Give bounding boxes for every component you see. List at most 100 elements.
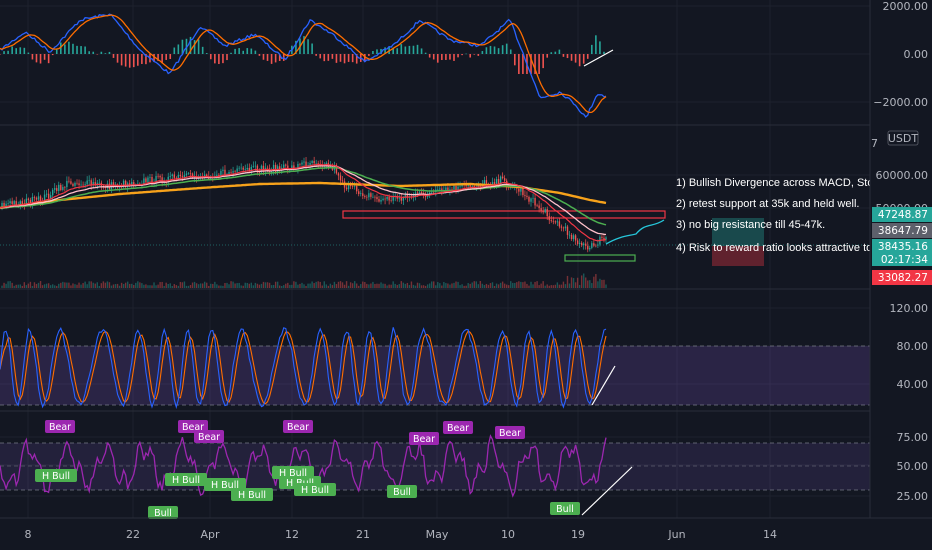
volume-bar [204,281,206,288]
candle-body [501,176,504,179]
volume-bar [92,282,94,288]
volume-bar [260,283,263,288]
candle-body [171,174,173,176]
macd-histogram-bar [501,45,504,54]
macd-histogram-bar [173,47,176,54]
candle-body [92,182,94,186]
candle-body [147,177,149,183]
volume-bar [216,284,218,288]
volume-bar [76,284,78,288]
candle-body [576,240,579,244]
macd-histogram-bar [355,54,358,64]
volume-bar [491,282,494,288]
volume-bar [522,282,524,288]
rsi-signal-bull: Bull [148,506,178,519]
volume-bar [167,283,169,288]
volume-bar [601,279,603,288]
volume-bar [463,285,465,288]
volume-bar [78,282,80,288]
candle-body [554,221,557,223]
candle-body [337,173,340,176]
volume-bar [400,281,402,288]
macd-histogram-bar [396,48,399,54]
candle-body [175,177,178,179]
candle-body [151,177,153,184]
candle-body [542,210,544,213]
candle-body [31,196,34,205]
volume-bar [315,281,317,288]
candle-body [82,184,84,186]
candle-body [481,185,484,187]
volume-bar [106,281,109,288]
volume-bar [169,283,171,288]
volume-bar [477,284,480,288]
price-axis[interactable]: 2000.000.00−2000.0060000.0050000.00120.0… [869,0,932,518]
candle-body [21,201,23,204]
volume-bar [94,283,96,288]
candle-body [380,200,382,202]
candle-body [133,182,135,186]
volume-bar [398,284,400,288]
macd-histogram-bar [92,51,95,54]
volume-bar [520,281,522,288]
macd-histogram-bar [469,54,472,58]
candle-body [29,199,32,205]
volume-bar [560,284,563,288]
volume-bar [236,283,238,288]
volume-bar [572,278,575,288]
volume-bar [402,282,405,288]
volume-bar [268,282,271,288]
volume-bar [305,285,307,288]
candle-body [503,178,506,181]
candle-body [548,216,550,221]
rsi-signal-text: H Bull [42,471,70,482]
volume-bar [481,283,484,288]
target-zone [712,218,764,246]
volume-bar [353,281,356,288]
volume-bar [603,279,605,288]
volume-bar [230,281,232,288]
candle-body [416,192,419,194]
candle-body [187,173,190,174]
volume-bar [37,282,40,288]
rsi-signal-bull: H Bull [165,473,207,486]
macd-histogram-bar [562,54,565,57]
volume-bar [473,281,475,288]
volume-bar [177,285,180,288]
volume-bar [599,278,601,288]
volume-bar [201,283,204,288]
usdt-label: USDT [887,130,919,146]
macd-histogram-bar [364,54,366,62]
volume-bar [116,283,119,288]
candle-body [122,180,125,187]
time-axis[interactable]: 8 22 Apr 12 21 May 10 19 Jun 14 [0,517,932,541]
macd-histogram-bar [189,36,192,54]
volume-bar [126,281,129,288]
macd-histogram-bar [335,54,338,63]
macd-histogram-bar [3,51,5,54]
volume-bar [578,284,581,288]
candle-body [62,187,64,191]
stoch-band [0,346,870,405]
volume-bar [546,284,548,288]
volume-bar [358,285,360,288]
volume-bar [102,281,105,288]
candle-body [534,197,536,206]
candle-body [43,194,46,202]
macd-histogram-bar [331,54,334,59]
volume-bar [343,284,346,288]
y-tick-label: −2000.00 [873,96,928,109]
candle-body [406,195,409,198]
macd-histogram-bar [574,54,577,63]
candle-body [526,195,528,197]
candle-body [428,192,431,195]
rsi-signal-bull: H Bull [204,478,246,491]
volume-bar [345,281,348,288]
candle-body [540,208,542,211]
macd-histogram-bar [315,54,317,56]
volume-bar [370,283,372,288]
volume-bar [583,273,585,288]
candle-body [230,171,232,173]
